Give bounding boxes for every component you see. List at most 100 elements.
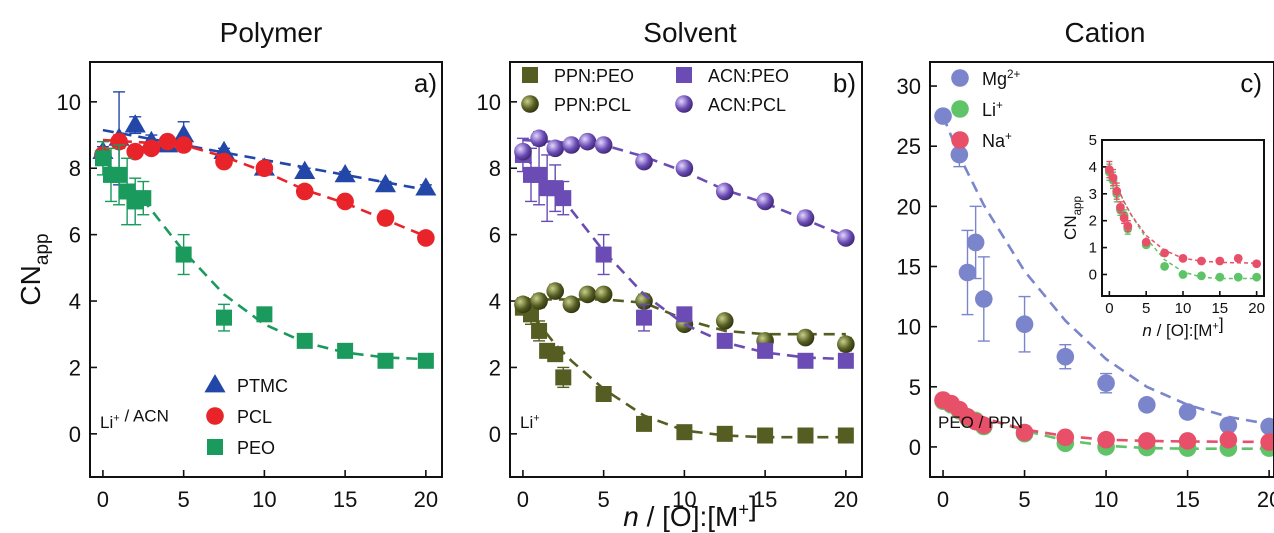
data-point [562,136,581,154]
data-point [837,427,854,444]
data-point [555,369,572,386]
data-point [797,427,814,444]
data-point [716,332,733,349]
y-tick-label: 20 [897,194,921,219]
data-point [547,346,564,363]
y-tick-label: 6 [69,223,81,248]
data-point [173,124,195,143]
data-point [715,312,734,330]
legend-label: Mg2+ [982,68,1021,89]
data-point [950,145,969,164]
y-axis-label: CNapp [1061,196,1084,240]
data-point [376,209,395,227]
fit-line [522,138,847,238]
data-point [757,427,774,444]
panel-title: Cation [1065,17,1146,48]
data-point [1138,396,1156,414]
x-tick-label: 15 [753,487,777,512]
y-tick-label: 2 [489,355,501,380]
data-point [377,352,394,369]
data-point [1104,165,1114,174]
y-axis-label: CNapp [15,233,53,305]
x-tick-label: 0 [517,487,529,512]
data-point [1197,256,1206,266]
data-point [255,159,274,178]
data-point [1233,272,1243,282]
series-acn-pcl [514,129,855,247]
shared-x-axis-label: n / [O]:[M+] [623,490,757,532]
data-point [111,166,128,183]
legend: PPN:PEO PPN:PCL ACN:PEO ACN:PCL [521,66,789,115]
x-tick-label: 10 [1094,487,1118,512]
data-point [1015,315,1034,334]
data-point [594,285,613,304]
legend-label: Na+ [982,130,1012,151]
data-point [546,139,565,158]
y-tick-label: 8 [69,156,81,181]
data-point [1116,202,1125,212]
data-point [675,159,694,178]
y-tick-label: 8 [489,156,501,181]
legend-label: PEO [237,438,275,458]
x-tick-label: 10 [672,487,696,512]
fit-line [1108,167,1257,264]
data-point [635,152,653,171]
data-point [555,190,572,207]
data-point [595,386,612,402]
data-point [578,285,597,304]
data-point [676,306,693,323]
data-point [636,309,653,326]
axes-frame [929,61,1274,478]
data-point [636,415,653,432]
data-point [1056,428,1075,447]
y-tick-label: 0 [1089,266,1097,283]
data-point [1160,248,1169,258]
data-point [1219,430,1238,449]
data-point [1260,433,1274,451]
series-mg2- [934,107,1274,436]
data-point [514,142,532,161]
data-point [1097,374,1115,392]
data-point [1197,271,1206,281]
x-tick-label: 20 [1257,487,1274,512]
y-tick-label: 4 [489,289,501,314]
data-point [1112,186,1122,196]
legend-marker [951,69,969,87]
data-point [296,332,313,349]
data-point [837,229,855,247]
x-tick-label: 5 [598,487,610,512]
series-na- [1104,160,1262,269]
legend-label: ACN:PCL [708,95,786,115]
data-point [142,139,161,158]
data-point [676,424,693,441]
data-point [1252,259,1262,269]
x-tick-label: 15 [333,487,357,512]
data-point [216,309,233,326]
y-tick-label: 4 [1089,159,1097,176]
data-point [1097,430,1115,449]
data-point [531,322,548,339]
data-point [337,342,354,359]
series-peo [94,140,434,369]
data-point [334,163,356,183]
x-axis-label: n / [O]:[M+] [1142,315,1223,341]
panel-a: Polymer 0 5 10 15 20 0 2 4 6 8 10 a) Li+ / ACN CNapp PT… [15,17,443,512]
y-tick-label: 2 [69,355,81,380]
data-point [126,142,145,161]
legend: PTMC PCL PEO [204,374,288,458]
data-point [1015,423,1034,442]
y-tick-label: 6 [489,223,501,248]
y-tick-label: 15 [897,254,921,279]
legend-marker [522,67,538,83]
data-point [417,352,434,369]
data-point [215,152,233,171]
data-point [110,132,128,151]
legend-marker [206,407,224,425]
data-point [1178,253,1188,263]
x-tick-label: 5 [1018,487,1030,512]
legend-label: ACN:PEO [708,66,789,86]
data-point [594,136,613,154]
panel-c: Cation05101520051015202530c)PEO / PPNMg2… [897,17,1274,512]
data-point [294,160,316,179]
data-point [530,292,548,310]
